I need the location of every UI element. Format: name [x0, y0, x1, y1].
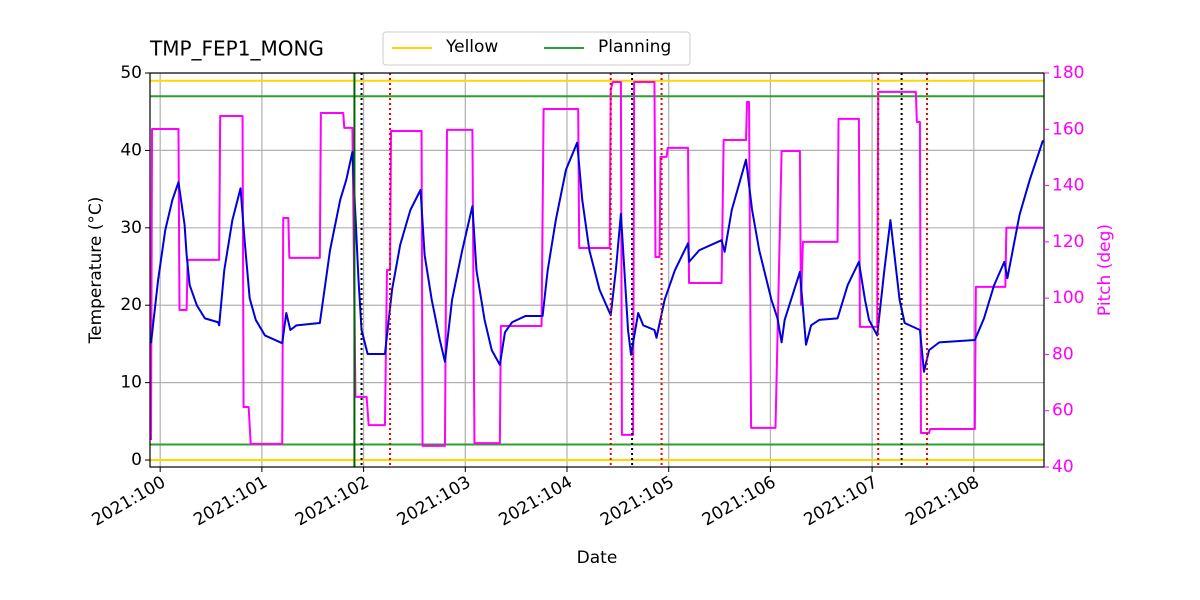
- x-tick-label: 2021:100: [89, 472, 170, 530]
- y2-tick-label: 160: [1052, 119, 1084, 139]
- y2-axis-label: Pitch (deg): [1095, 224, 1115, 316]
- x-axis-label: Date: [577, 548, 618, 568]
- x-tick-label: 2021:104: [495, 472, 576, 530]
- x-tick-label: 2021:106: [699, 472, 780, 530]
- x-tick-label: 2021:102: [292, 472, 373, 530]
- y-tick-label: 10: [120, 373, 142, 393]
- x-tick-label: 2021:108: [902, 472, 983, 530]
- x-tick-label: 2021:101: [190, 472, 271, 530]
- y2-tick-label: 100: [1052, 288, 1084, 308]
- x-tick-label: 2021:107: [801, 472, 882, 530]
- plot-area: [150, 73, 1044, 467]
- y2-tick-label: 120: [1052, 232, 1084, 252]
- y2-tick-label: 180: [1052, 63, 1084, 83]
- legend-box: [382, 31, 691, 66]
- y-tick-label: 20: [120, 295, 142, 315]
- y2-tick-label: 80: [1052, 344, 1074, 364]
- data-line: [150, 140, 1044, 373]
- y2-tick-label: 40: [1052, 457, 1074, 477]
- legend-label: Yellow: [445, 37, 498, 57]
- legend-label: Planning: [598, 37, 671, 57]
- y-tick-label: 0: [131, 450, 142, 470]
- x-tick-label: 2021:103: [394, 472, 475, 530]
- y2-tick-label: 140: [1052, 176, 1084, 196]
- y-tick-label: 30: [120, 218, 142, 238]
- chart-title: TMP_FEP1_MONG: [149, 37, 324, 61]
- axes-frame: [149, 72, 1045, 468]
- y2-tick-label: 60: [1052, 401, 1074, 421]
- y-tick-label: 40: [120, 140, 142, 160]
- y-axis-label: Temperature (°C): [86, 197, 106, 345]
- x-tick-label: 2021:105: [597, 472, 678, 530]
- data-line: [150, 81, 1043, 447]
- y-tick-label: 50: [120, 63, 142, 83]
